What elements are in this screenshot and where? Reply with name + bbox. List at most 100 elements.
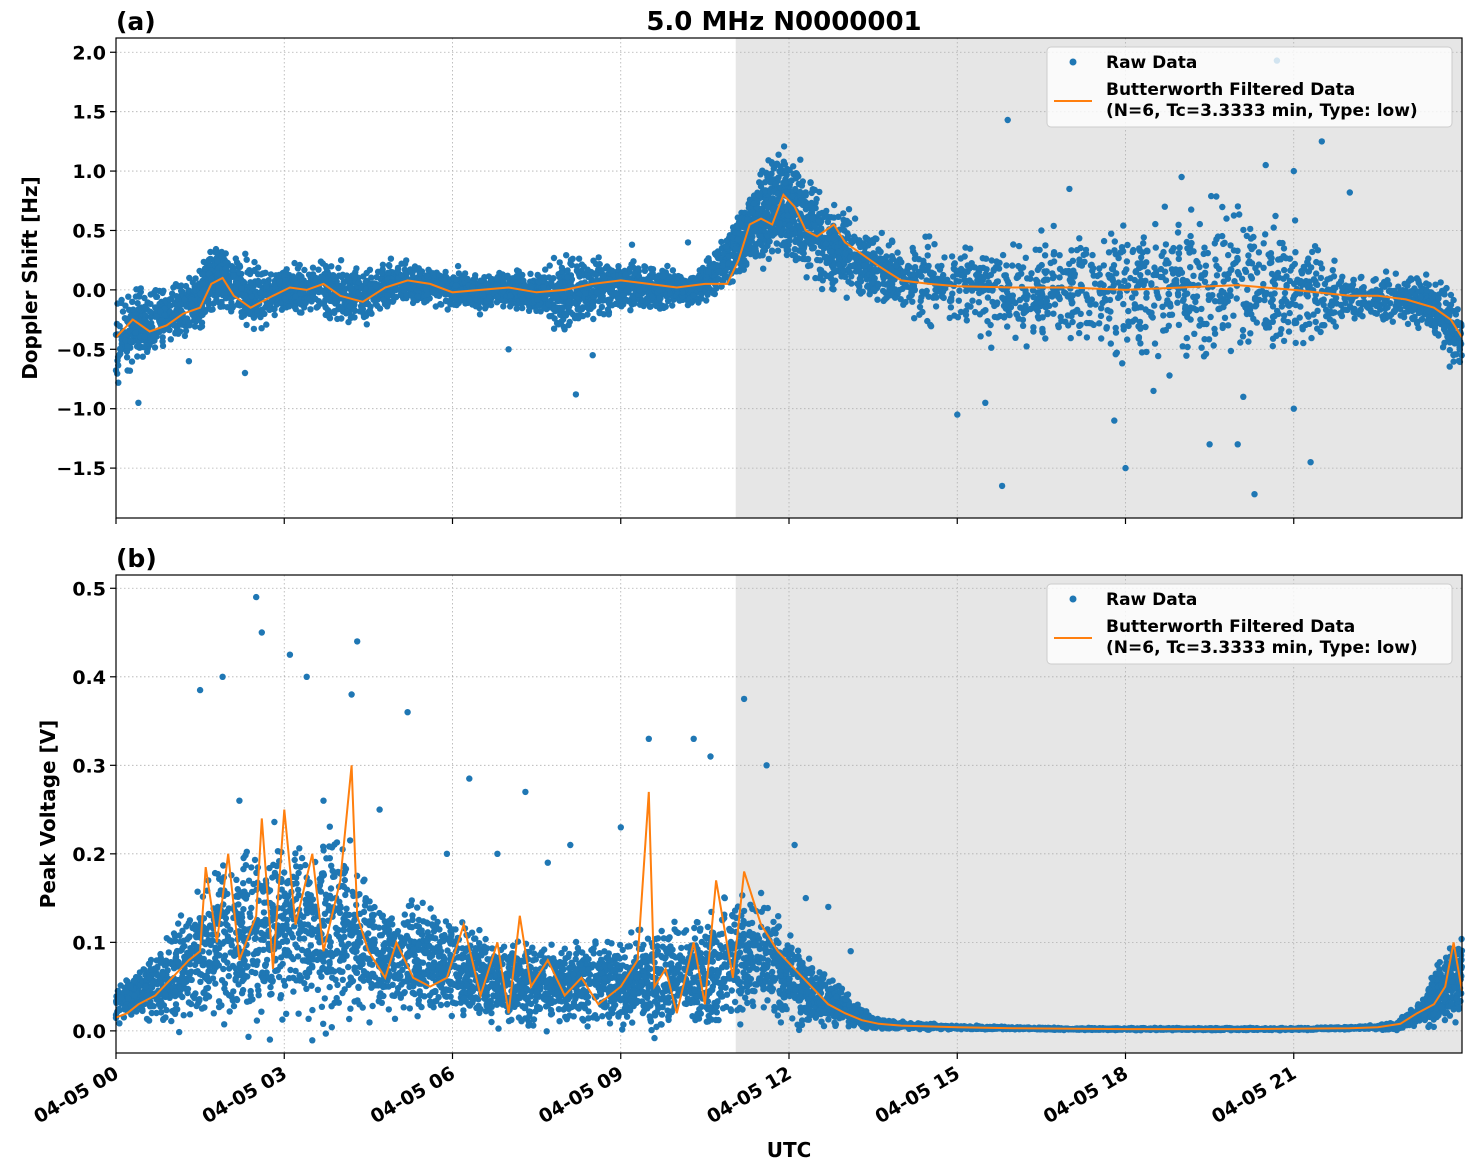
panel-a-raw-point xyxy=(1027,275,1034,282)
panel-a-raw-point xyxy=(215,288,222,295)
panel-a-raw-point xyxy=(734,236,742,243)
panel-a-raw-point xyxy=(919,308,926,316)
panel-a-raw-point xyxy=(213,248,221,255)
panel-a-raw-point xyxy=(181,332,189,340)
panel-a-raw-point xyxy=(1198,344,1205,351)
panel-a-raw-point xyxy=(803,274,810,281)
panel-a-raw-point xyxy=(894,249,901,256)
panel-a-raw-point xyxy=(1067,334,1074,342)
panel-a-raw-point xyxy=(1183,352,1190,359)
panel-a-raw-point xyxy=(641,263,648,270)
panel-a-raw-point xyxy=(339,281,346,288)
panel-a-raw-point xyxy=(772,180,779,188)
panel-a-raw-point xyxy=(950,261,958,268)
panel-a-raw-point xyxy=(1040,277,1048,284)
panel-a-raw-point xyxy=(126,367,134,374)
panel-a-raw-point xyxy=(1014,272,1022,279)
panel-a-raw-point xyxy=(920,257,927,264)
panel-a-raw-point xyxy=(664,262,671,270)
panel-a-raw-point xyxy=(1317,260,1324,267)
panel-a-raw-point xyxy=(1162,260,1169,267)
panel-a-raw-point xyxy=(246,298,253,305)
panel-a-raw-point xyxy=(242,250,249,257)
panel-a-raw-point xyxy=(1278,303,1286,310)
panel-a-raw-point xyxy=(1292,249,1299,256)
panel-a-raw-point xyxy=(924,243,932,251)
panel-a-raw-point xyxy=(928,269,935,276)
panel-a-raw-point xyxy=(765,157,772,164)
panel-a-raw-point xyxy=(1034,289,1041,296)
panel-a-raw-point xyxy=(571,314,579,322)
panel-a-raw-point xyxy=(541,294,549,302)
panel-a-raw-point xyxy=(830,286,837,293)
panel-a-raw-point xyxy=(976,264,984,272)
panel-a-raw-point xyxy=(1041,252,1049,259)
panel-a-raw-point xyxy=(1227,292,1234,299)
panel-a-raw-point xyxy=(1090,321,1097,329)
panel-a-raw-point xyxy=(1139,249,1147,256)
panel-a-raw-point xyxy=(114,357,121,364)
panel-a-raw-point xyxy=(1220,240,1227,248)
panel-a-raw-point xyxy=(1236,211,1243,218)
panel-a-raw-point xyxy=(1050,222,1057,230)
panel-a-raw-point xyxy=(1254,269,1261,276)
panel-a-raw-point xyxy=(829,234,837,242)
panel-a-raw-point xyxy=(1069,299,1076,306)
panel-a-raw-point xyxy=(1213,272,1221,279)
panel-a-raw-point xyxy=(1076,235,1083,242)
panel-a-raw-point xyxy=(266,306,273,313)
panel-a-raw-point xyxy=(1163,300,1171,307)
panel-a-raw-point xyxy=(338,306,345,313)
panel-a-raw-point xyxy=(1144,269,1152,276)
panel-a-raw-point xyxy=(438,301,445,308)
panel-a-raw-point xyxy=(1273,332,1280,339)
panel-a-raw-point xyxy=(933,294,940,301)
panel-a-raw-point xyxy=(144,348,151,355)
panel-a-raw-point xyxy=(121,315,129,322)
panel-a-raw-point xyxy=(476,311,484,318)
panel-a-raw-point xyxy=(744,216,751,223)
panel-a-raw-point xyxy=(764,174,771,181)
panel-a-raw-point xyxy=(403,257,410,264)
panel-a-raw-point xyxy=(615,263,622,270)
panel-a-raw-point xyxy=(117,350,124,357)
panel-a-raw-point xyxy=(1207,313,1214,321)
panel-a-raw-point xyxy=(384,269,392,276)
panel-a-raw-point xyxy=(540,284,547,291)
panel-a-raw-point xyxy=(389,298,396,305)
panel-a-raw-point xyxy=(755,192,763,199)
panel-a-raw-point xyxy=(139,353,146,360)
panel-a-raw-point xyxy=(380,296,387,304)
panel-a-raw-point xyxy=(1050,258,1058,265)
panel-a-raw-point xyxy=(373,274,380,281)
panel-a-raw-point xyxy=(975,299,983,306)
panel-a-raw-point xyxy=(1002,272,1009,279)
panel-a-raw-point xyxy=(883,294,890,301)
panel-a-raw-point xyxy=(1194,259,1201,266)
panel-a-raw-point xyxy=(666,273,673,280)
panel-a-raw-point xyxy=(948,253,956,260)
panel-a-raw-point xyxy=(294,265,302,272)
panel-a-raw-point xyxy=(218,298,225,306)
panel-a-raw-point xyxy=(1285,328,1293,335)
panel-a-raw-point xyxy=(295,271,303,279)
panel-a-raw-point xyxy=(423,272,430,279)
panel-a-raw-point xyxy=(781,242,788,249)
panel-a-raw-point xyxy=(379,269,386,277)
panel-a-raw-point xyxy=(185,287,192,294)
panel-a-raw-point xyxy=(639,297,646,304)
panel-a-raw-point xyxy=(166,296,173,303)
panel-a-raw-point xyxy=(878,229,885,237)
panel-a-raw-point xyxy=(1240,226,1247,234)
panel-a-raw-point xyxy=(1280,275,1287,282)
panel-a-raw-point xyxy=(1234,256,1241,264)
panel-a-raw-point xyxy=(324,296,332,303)
panel-a-raw-point xyxy=(659,272,667,280)
panel-a-raw-point xyxy=(147,291,154,298)
panel-a-raw-point xyxy=(271,305,278,313)
panel-a-raw-point xyxy=(967,263,975,271)
panel-a-raw-point xyxy=(870,286,877,293)
panel-a-raw-point xyxy=(1105,249,1113,256)
panel-a-raw-point xyxy=(335,264,342,272)
panel-a-raw-point xyxy=(1039,328,1046,335)
